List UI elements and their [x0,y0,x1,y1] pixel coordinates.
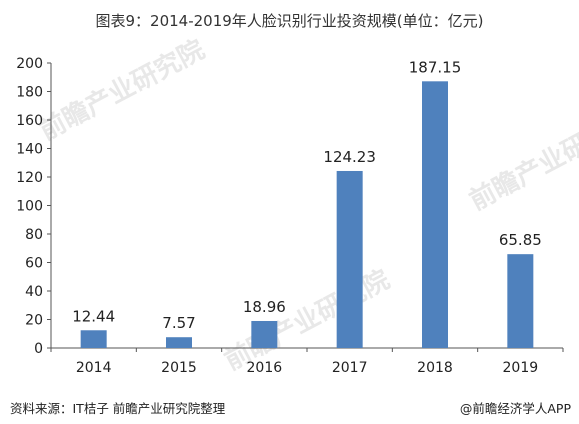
y-tick-label: 20 [25,313,43,329]
bar [80,330,107,348]
y-tick-label: 60 [25,256,43,272]
data-label: 18.96 [243,298,286,316]
data-label: 187.15 [409,58,462,76]
y-tick-label: 120 [16,170,43,186]
y-tick-label: 0 [34,341,43,357]
data-label: 65.85 [499,231,542,249]
data-label: 12.44 [72,307,115,325]
y-tick-label: 140 [16,142,43,158]
bar [336,170,363,348]
y-tick-label: 40 [25,284,43,300]
y-tick-label: 100 [16,199,43,215]
bar [251,320,278,348]
bar [422,81,448,348]
x-tick-label: 2014 [76,360,112,376]
bar [166,337,192,348]
x-tick-label: 2019 [503,360,539,376]
x-tick-label: 2016 [247,360,283,376]
x-tick-label: 2018 [417,360,453,376]
brand-note: @前瞻经济学人APP [459,401,571,416]
y-tick-label: 200 [16,56,43,72]
data-label: 7.57 [162,314,195,332]
chart-title: 图表9：2014-2019年人脸识别行业投资规模(单位：亿元) [95,12,484,30]
y-tick-label: 180 [16,85,43,101]
bar [507,254,534,348]
x-tick-label: 2015 [161,360,197,376]
source-note: 资料来源：IT桔子 前瞻产业研究院整理 [10,401,226,416]
data-label: 124.23 [323,148,376,166]
y-tick-label: 160 [16,113,43,129]
y-tick-label: 80 [25,227,43,243]
x-tick-label: 2017 [332,360,368,376]
